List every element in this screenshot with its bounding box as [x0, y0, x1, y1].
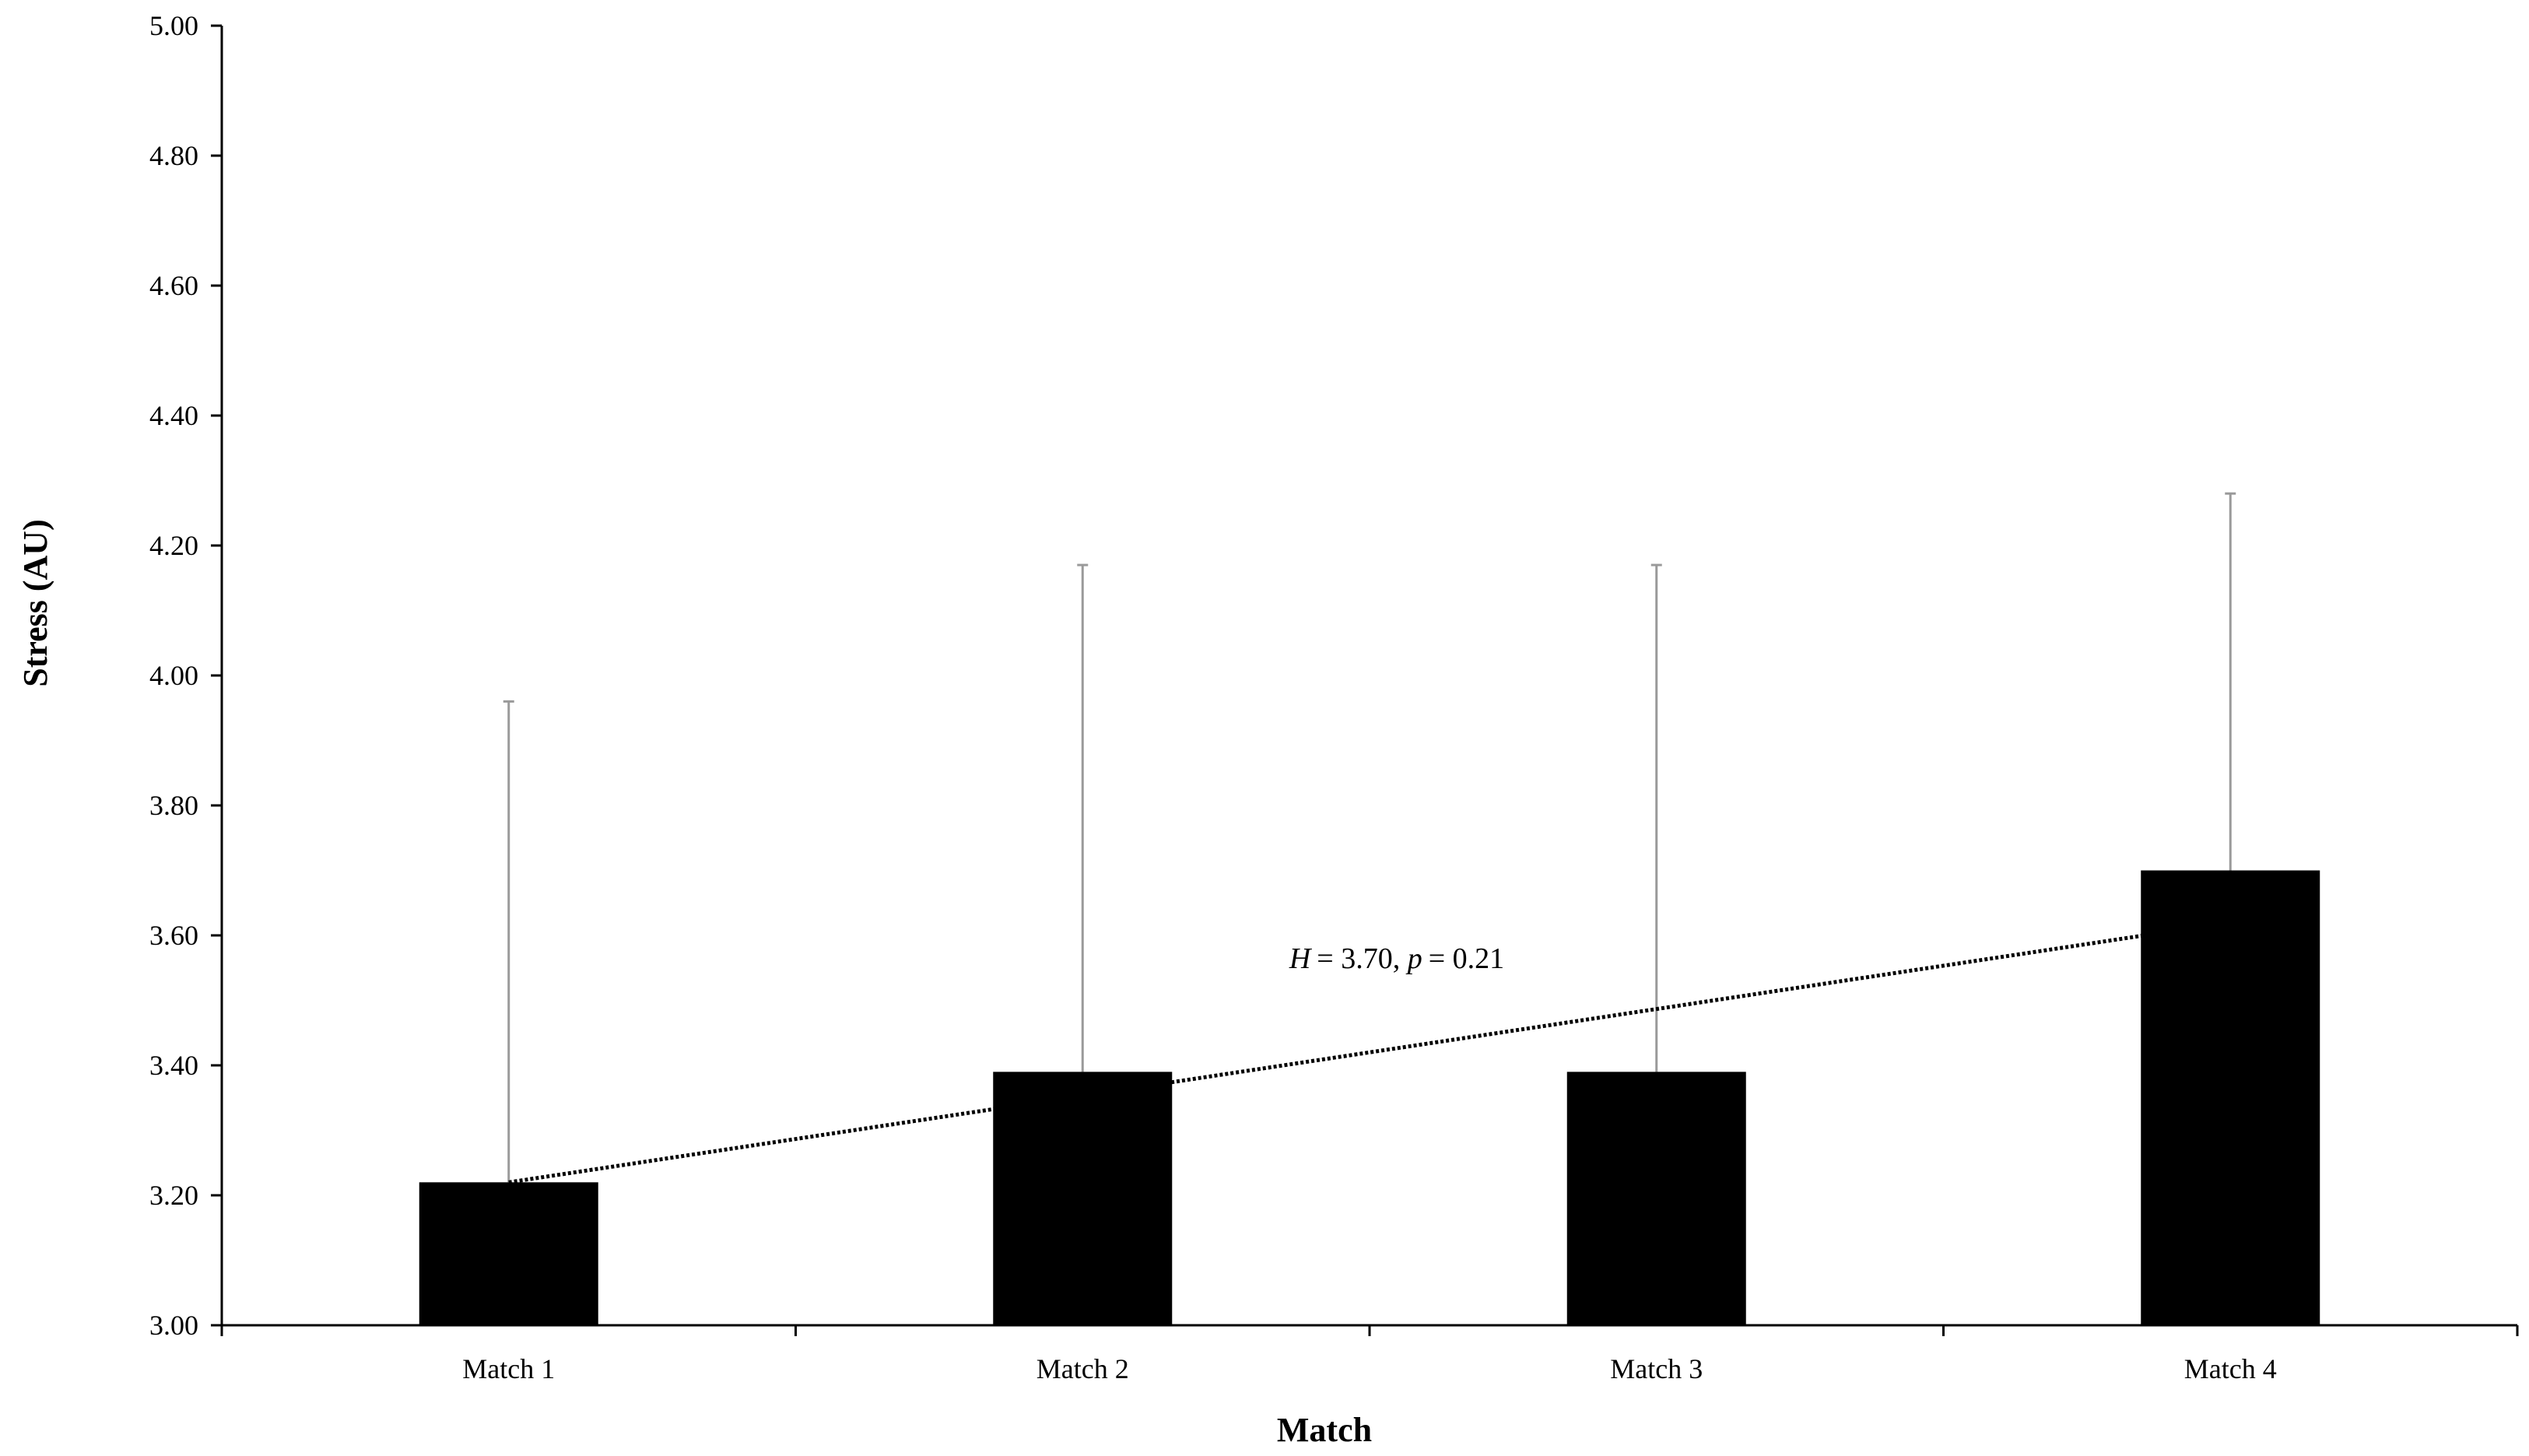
y-tick-label-3.40: 3.40 [149, 1050, 198, 1081]
y-tick-label-4.40: 4.40 [149, 400, 198, 431]
y-tick-label-3.80: 3.80 [149, 790, 198, 821]
y-tick-label-4.20: 4.20 [149, 530, 198, 561]
x-tick-labels: Match 1 Match 2 Match 3 Match 4 [462, 1353, 2276, 1384]
bar-4 [2141, 870, 2320, 1325]
y-tick-label-3.00: 3.00 [149, 1310, 198, 1341]
y-tick-label-3.60: 3.60 [149, 920, 198, 951]
x-tick-label-2: Match 2 [1037, 1353, 1129, 1384]
p-value-value: = 0.21 [1429, 942, 1504, 975]
bar-1 [419, 1182, 598, 1325]
y-tick-label-3.20: 3.20 [149, 1180, 198, 1211]
trendline-group [508, 920, 2231, 1184]
y-axis-title: Stress (AU) [16, 519, 54, 687]
y-tick-label-4.00: 4.00 [149, 660, 198, 691]
bar-2 [993, 1072, 1173, 1325]
test-annotation: H = 3.70, p = 0.21 [1289, 942, 1504, 975]
axes [211, 24, 2519, 1336]
y-tick-label-4.80: 4.80 [149, 140, 198, 171]
y-tick-label-5.00: 5.00 [149, 10, 198, 41]
x-axis-title: Match [1277, 1411, 1372, 1449]
trendline [508, 920, 2231, 1184]
x-tick-label-1: Match 1 [462, 1353, 555, 1384]
h-stat-label: H [1289, 942, 1313, 975]
error-bars [503, 492, 2236, 1183]
h-stat-value: = 3.70, [1317, 942, 1407, 975]
y-tick-label-4.60: 4.60 [149, 270, 198, 301]
y-tick-labels: 3.00 3.20 3.40 3.60 3.80 4.00 4.20 4.40 4.60 4.80… [149, 10, 198, 1341]
x-tick-label-3: Match 3 [1610, 1353, 1703, 1384]
bars [419, 870, 2320, 1325]
x-tick-label-4: Match 4 [2184, 1353, 2277, 1384]
bar-3 [1566, 1072, 1746, 1325]
p-value-label: p [1405, 942, 1422, 975]
